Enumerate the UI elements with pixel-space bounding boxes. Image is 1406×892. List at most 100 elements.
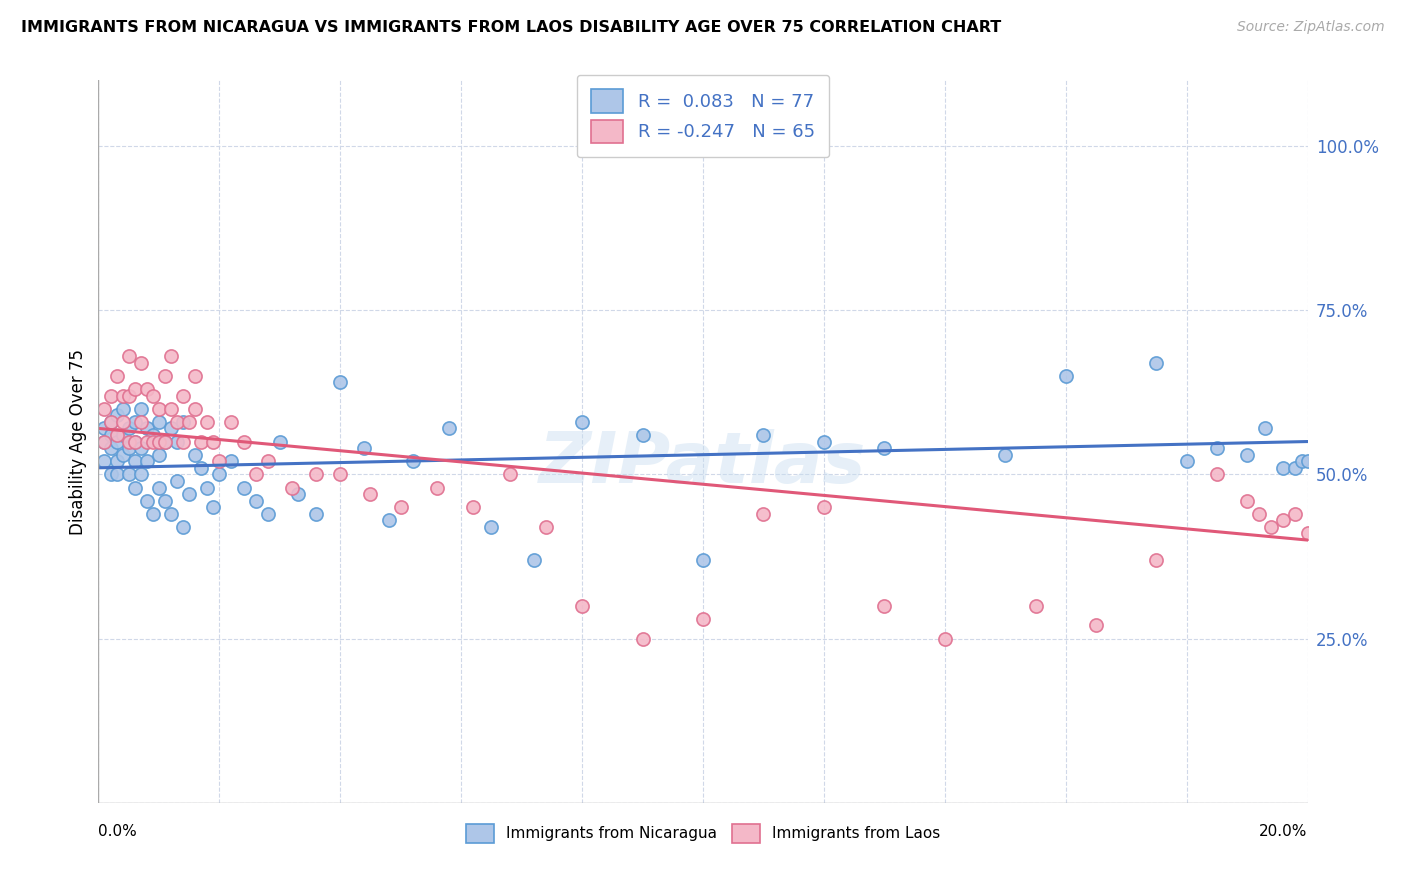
- Point: [377, 513, 399, 527]
- Point: [111, 388, 134, 402]
- Point: [135, 454, 157, 468]
- Point: [1024, 599, 1046, 613]
- Point: [142, 388, 165, 402]
- Point: [184, 448, 207, 462]
- Point: [269, 434, 291, 449]
- Point: [1144, 553, 1167, 567]
- Point: [402, 454, 425, 468]
- Point: [93, 434, 115, 449]
- Point: [208, 467, 231, 482]
- Point: [148, 401, 170, 416]
- Point: [124, 382, 146, 396]
- Point: [135, 421, 157, 435]
- Point: [172, 415, 194, 429]
- Point: [153, 493, 176, 508]
- Point: [523, 553, 546, 567]
- Point: [481, 520, 503, 534]
- Point: [994, 448, 1017, 462]
- Text: ZIPatlas: ZIPatlas: [540, 429, 866, 498]
- Point: [1284, 460, 1306, 475]
- Point: [1284, 507, 1306, 521]
- Point: [1085, 618, 1108, 632]
- Point: [232, 481, 254, 495]
- Point: [93, 434, 115, 449]
- Point: [1260, 520, 1282, 534]
- Point: [160, 507, 183, 521]
- Point: [160, 401, 183, 416]
- Point: [111, 448, 134, 462]
- Point: [100, 415, 122, 429]
- Point: [172, 434, 194, 449]
- Point: [305, 507, 328, 521]
- Point: [124, 434, 146, 449]
- Point: [1254, 421, 1277, 435]
- Point: [135, 434, 157, 449]
- Point: [184, 368, 207, 383]
- Point: [172, 388, 194, 402]
- Point: [1296, 526, 1319, 541]
- Point: [463, 500, 485, 515]
- Text: IMMIGRANTS FROM NICARAGUA VS IMMIGRANTS FROM LAOS DISABILITY AGE OVER 75 CORRELA: IMMIGRANTS FROM NICARAGUA VS IMMIGRANTS …: [21, 20, 1001, 35]
- Point: [195, 481, 218, 495]
- Point: [195, 415, 218, 429]
- Point: [190, 460, 212, 475]
- Point: [160, 421, 183, 435]
- Point: [389, 500, 412, 515]
- Point: [752, 428, 775, 442]
- Point: [190, 434, 212, 449]
- Point: [105, 409, 128, 423]
- Point: [426, 481, 449, 495]
- Point: [534, 520, 557, 534]
- Point: [1054, 368, 1077, 383]
- Point: [245, 467, 267, 482]
- Point: [148, 481, 170, 495]
- Text: Source: ZipAtlas.com: Source: ZipAtlas.com: [1237, 20, 1385, 34]
- Point: [118, 467, 141, 482]
- Point: [631, 428, 654, 442]
- Point: [153, 434, 176, 449]
- Point: [1144, 356, 1167, 370]
- Point: [221, 415, 243, 429]
- Legend: Immigrants from Nicaragua, Immigrants from Laos: Immigrants from Nicaragua, Immigrants fr…: [460, 817, 946, 849]
- Point: [129, 356, 152, 370]
- Point: [752, 507, 775, 521]
- Point: [1206, 467, 1229, 482]
- Point: [329, 467, 352, 482]
- Point: [498, 467, 520, 482]
- Point: [93, 401, 115, 416]
- Point: [172, 520, 194, 534]
- Point: [1249, 507, 1271, 521]
- Point: [1175, 454, 1198, 468]
- Point: [166, 415, 188, 429]
- Point: [124, 454, 146, 468]
- Point: [129, 401, 152, 416]
- Point: [118, 421, 141, 435]
- Point: [179, 487, 201, 501]
- Point: [118, 388, 141, 402]
- Point: [256, 507, 278, 521]
- Text: 0.0%: 0.0%: [98, 824, 138, 839]
- Point: [105, 368, 128, 383]
- Point: [1272, 460, 1295, 475]
- Point: [118, 434, 141, 449]
- Point: [305, 467, 328, 482]
- Point: [142, 428, 165, 442]
- Point: [100, 467, 122, 482]
- Point: [329, 376, 352, 390]
- Point: [1206, 441, 1229, 455]
- Point: [105, 434, 128, 449]
- Point: [93, 421, 115, 435]
- Point: [245, 493, 267, 508]
- Point: [129, 441, 152, 455]
- Point: [1272, 513, 1295, 527]
- Point: [873, 441, 896, 455]
- Point: [179, 415, 201, 429]
- Point: [692, 553, 714, 567]
- Point: [153, 368, 176, 383]
- Point: [111, 415, 134, 429]
- Point: [135, 382, 157, 396]
- Point: [287, 487, 309, 501]
- Point: [813, 434, 835, 449]
- Point: [631, 632, 654, 646]
- Point: [153, 434, 176, 449]
